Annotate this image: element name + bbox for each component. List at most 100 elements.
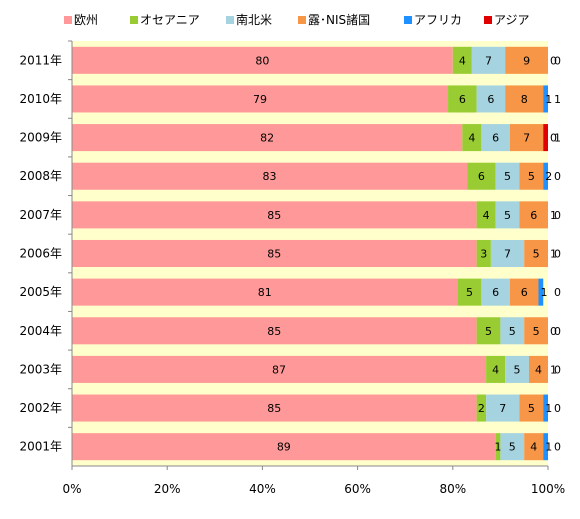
data-label: 5 (514, 363, 521, 376)
legend-swatch (484, 16, 492, 24)
bar-segment (452, 46, 472, 74)
data-label: 5 (504, 209, 511, 222)
y-tick-label: 2002年 (19, 401, 62, 415)
bar-segment (490, 239, 525, 268)
data-label: 5 (528, 170, 535, 183)
data-label: 1 (545, 402, 552, 415)
y-tick-label: 2008年 (19, 169, 62, 183)
y-axis: 2011年 2010年 2009年 2008年 2007年 2006年 2005年 2004年… (19, 40, 73, 466)
data-label: 89 (277, 441, 291, 454)
data-label: 85 (267, 402, 281, 415)
data-label: 1 (495, 441, 502, 454)
bar-segment (481, 278, 510, 306)
bar-segment (495, 433, 501, 461)
data-label: 2 (545, 170, 552, 183)
data-label: 7 (499, 402, 506, 415)
data-label: 1 (550, 209, 557, 222)
legend-swatch (226, 16, 234, 24)
data-label: 7 (523, 132, 530, 145)
bar-segment (476, 85, 506, 113)
data-label: 0 (554, 441, 561, 454)
bar-segment (500, 317, 525, 345)
data-label: 5 (528, 402, 535, 415)
data-label: 6 (459, 93, 466, 106)
data-label: 7 (485, 54, 492, 67)
bar-segment (524, 433, 544, 461)
data-label: 80 (255, 54, 269, 67)
legend-label: 欧州 (74, 13, 98, 27)
data-label: 0 (554, 209, 561, 222)
bar-segment (538, 278, 544, 306)
data-label: 0 (554, 363, 561, 376)
x-tick-label: 100% (531, 482, 565, 496)
data-label: 8 (521, 93, 528, 106)
bar-segment (524, 239, 548, 268)
bar-segment (519, 162, 544, 190)
x-tick-label: 20% (154, 482, 181, 496)
data-label: 0 (550, 54, 557, 67)
bar-segment (457, 278, 482, 306)
data-label: 0 (554, 402, 561, 415)
data-label: 6 (492, 286, 499, 299)
bar-segment (448, 85, 477, 113)
bar-segment (500, 433, 525, 461)
bar-segment (543, 85, 548, 113)
data-label: 4 (492, 363, 499, 376)
bar-segment (72, 394, 477, 422)
data-label: 87 (272, 363, 286, 376)
bar-segment (481, 124, 510, 152)
bar-segment (543, 162, 548, 190)
legend-swatch (130, 16, 138, 24)
data-label: 5 (509, 325, 516, 338)
data-label: 9 (523, 54, 530, 67)
data-label: 6 (478, 170, 485, 183)
bar-segment (72, 162, 468, 190)
data-label: 7 (504, 248, 511, 261)
bar-segment (476, 317, 501, 345)
x-axis: 0% 20% 40% 60% 80% 100% (62, 465, 565, 496)
data-label: 5 (485, 325, 492, 338)
data-label: 6 (521, 286, 528, 299)
bar-segment (467, 162, 496, 190)
data-label: 5 (504, 170, 511, 183)
bar-segment (72, 278, 458, 306)
bar-segment (72, 85, 449, 113)
data-label: 1 (550, 363, 557, 376)
data-label: 4 (530, 441, 537, 454)
legend-swatch (298, 16, 306, 24)
data-label: 85 (267, 209, 281, 222)
legend-swatch (404, 16, 412, 24)
legend-label: 南北米 (236, 12, 272, 27)
bar-segment (543, 124, 548, 152)
bar-segment (72, 124, 463, 152)
bar-segment (495, 201, 520, 229)
y-tick-label: 2010年 (19, 92, 62, 106)
bar-segment (543, 394, 548, 422)
bar-segment (519, 201, 548, 229)
bar-segment (476, 201, 496, 229)
data-label: 0 (554, 54, 561, 67)
bar-segment (72, 239, 477, 268)
bar-segment (505, 355, 529, 383)
bar-segment (505, 85, 544, 113)
bar-segment (72, 201, 477, 229)
data-label: 4 (535, 363, 542, 376)
data-label: 83 (263, 170, 277, 183)
y-tick-label: 2006年 (19, 247, 62, 261)
y-tick-label: 2011年 (19, 53, 62, 67)
x-tick-label: 0% (62, 482, 81, 496)
y-tick-label: 2009年 (19, 131, 62, 145)
legend: 欧州 オセアニア 南北米 露･NIS諸国 アフリカ アジア (64, 12, 530, 27)
y-tick-label: 2003年 (19, 362, 62, 376)
data-label: 79 (253, 93, 267, 106)
data-label: 85 (267, 325, 281, 338)
data-label: 0 (554, 170, 561, 183)
legend-label: オセアニア (140, 13, 200, 27)
bar-segment (476, 239, 491, 268)
data-label: 85 (267, 248, 281, 261)
bar-segment (72, 433, 496, 461)
bar-segment (462, 124, 482, 152)
legend-label: 露･NIS諸国 (308, 12, 370, 27)
